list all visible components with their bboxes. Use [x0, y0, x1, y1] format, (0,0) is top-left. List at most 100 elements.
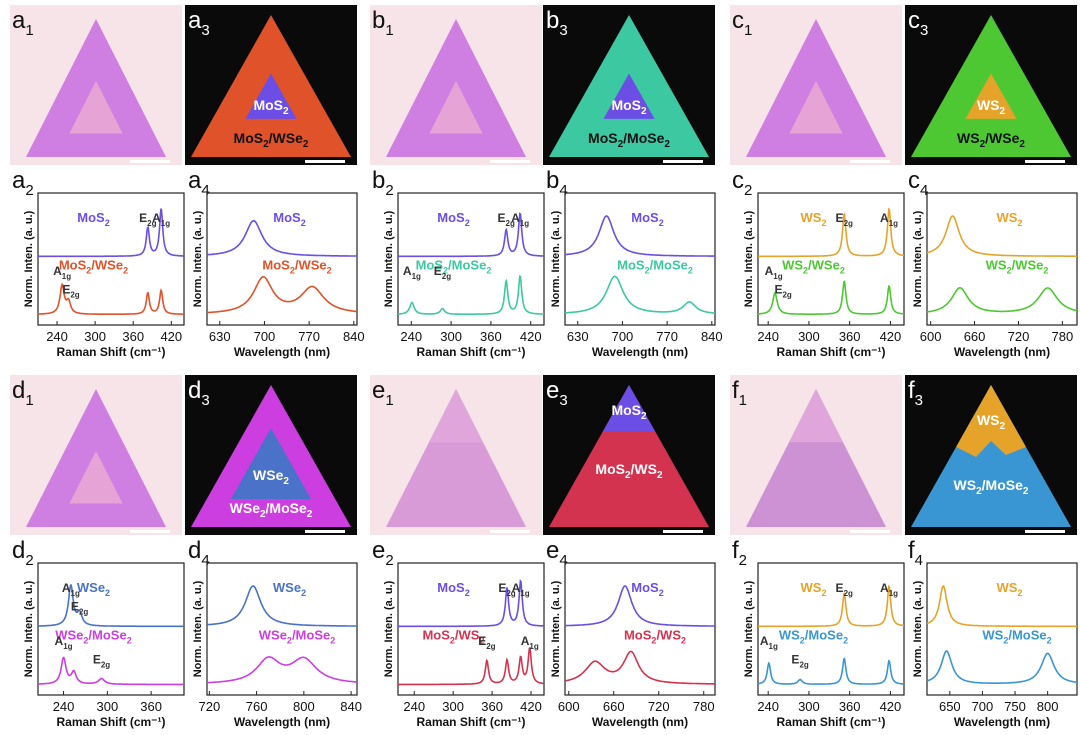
- panel-label-a4: a4: [188, 167, 210, 199]
- x-tick-label: 360: [122, 329, 144, 344]
- map-label-wse2-mose2: WSe2/MoSe2: [230, 500, 313, 520]
- series-line-mos2: [207, 219, 357, 257]
- x-tick-label: 420: [520, 699, 542, 714]
- y-axis-label: Norm. Inten. (a. u.): [550, 210, 562, 307]
- series-line-mos2-mose2: [397, 274, 544, 315]
- peak-annotation: A1g: [55, 634, 73, 651]
- raman-map-a3: MoS2 MoS2/WSe2: [185, 5, 357, 165]
- x-tick-label: 700: [254, 329, 276, 344]
- series-line-mos2: [398, 212, 544, 258]
- x-tick-label: 600: [920, 329, 942, 344]
- scale-bar: [305, 160, 345, 163]
- panel-label-f2: f2: [732, 537, 747, 569]
- y-axis-label: Norm. Inten. (a. u.): [383, 210, 395, 307]
- x-axis-label: Raman Shift (cm⁻¹): [56, 345, 165, 359]
- series-line-wse2: [38, 584, 184, 628]
- peak-annotation: E2g: [498, 581, 515, 598]
- plot-frame: [206, 562, 358, 696]
- flake-outer: [746, 389, 886, 527]
- peak-annotation: E2g: [836, 211, 853, 228]
- map-label-mos2-mose2: MoS2/MoSe2: [588, 130, 670, 150]
- x-axis-label: Raman Shift (cm⁻¹): [776, 345, 885, 359]
- series-line-mos2-wse2: [206, 275, 358, 314]
- series-label-mos2: MoS2: [631, 210, 663, 228]
- x-tick-label: 420: [880, 329, 902, 344]
- raman-map-c3: WS2 WS2/WSe2: [905, 5, 1077, 165]
- plot-frame: [37, 192, 185, 326]
- scale-bar: [305, 530, 345, 533]
- series-line-mos2: [564, 215, 715, 257]
- peak-annotation: A1g: [521, 634, 539, 651]
- flake-inner-region: [429, 81, 483, 134]
- chart-b4: 630 700 770 840 Wavelength (nm) Norm. Inten. …: [550, 192, 723, 359]
- series-label-ws2: WS2: [997, 210, 1023, 228]
- x-tick-label: 780: [693, 699, 715, 714]
- series-line-mos2-ws2: [398, 646, 544, 686]
- x-tick-label: 360: [140, 699, 162, 714]
- peak-annotation: E2g: [139, 211, 156, 228]
- scale-bar: [130, 530, 170, 533]
- x-tick-label: 770: [298, 329, 320, 344]
- series-line-ws2: [758, 584, 905, 628]
- flake-outer: [386, 389, 526, 527]
- y-axis-label: Norm. Inten. (a. u.): [550, 580, 562, 677]
- flake-inner-region: [69, 451, 123, 504]
- x-axis-label: Wavelength (nm): [954, 345, 1050, 359]
- series-line-mos2-wse2: [38, 282, 184, 315]
- series-line-mos2-ws2: [564, 650, 715, 685]
- y-axis-label: Norm. Inten. (a. u.): [743, 210, 755, 307]
- x-tick-label: 360: [839, 329, 861, 344]
- flake-inner-region: [789, 81, 843, 134]
- x-tick-label: 420: [520, 329, 542, 344]
- series-line-mos2: [38, 208, 185, 258]
- series-label-mos2-wse2: MoS2/WSe2: [59, 258, 128, 276]
- x-tick-label: 720: [648, 699, 670, 714]
- x-tick-label: 240: [46, 329, 68, 344]
- map-label-mos2-wse2: MoS2/WSe2: [234, 130, 309, 150]
- series-line-mos2-mose2: [564, 275, 716, 314]
- y-axis-label: Norm. Inten. (a. u.): [743, 580, 755, 677]
- peak-annotation: A1g: [880, 581, 898, 598]
- plot-frame: [926, 562, 1078, 696]
- optical-image-d1: [10, 375, 182, 535]
- peak-annotation: E2g: [791, 652, 808, 669]
- series-label-wse2: WSe2: [77, 580, 110, 598]
- series-label-mos2-ws2: MoS2/WS2: [624, 628, 686, 646]
- chart-d4: 720 760 800 840 Wavelength (nm) Norm. Inten. …: [192, 562, 362, 729]
- y-axis-label: Norm. Inten. (a. u.): [23, 210, 35, 307]
- x-axis-label: Wavelength (nm): [234, 715, 330, 729]
- map-label-ws2: WS2: [977, 412, 1006, 432]
- series-label-mos2-mose2: MoS2/MoSe2: [416, 258, 492, 276]
- panel-label-a3: a3: [188, 7, 210, 39]
- x-tick-label: 300: [798, 699, 820, 714]
- x-tick-label: 840: [701, 329, 723, 344]
- peak-annotation: A1g: [512, 581, 530, 598]
- x-tick-label: 700: [972, 699, 994, 714]
- peak-annotation: A1g: [152, 211, 170, 228]
- x-axis-label: Wavelength (nm): [592, 345, 688, 359]
- peak-annotation: E2g: [774, 282, 791, 299]
- peak-annotation: A1g: [403, 264, 421, 281]
- series-label-mos2: MoS2: [631, 580, 663, 598]
- flake-top-region: [429, 389, 483, 443]
- series-label-mos2-wse2: MoS2/WSe2: [262, 258, 331, 276]
- series-line-wse2: [207, 585, 357, 627]
- panel-label-c4: c4: [908, 167, 928, 199]
- plot-frame: [757, 562, 905, 696]
- series-line-ws2-wse2: [926, 286, 1078, 313]
- map-label-mos2: MoS2: [611, 97, 647, 117]
- plot-frame: [37, 562, 185, 696]
- raman-map-d3: WSe2 WSe2/MoSe2: [185, 375, 357, 535]
- panel-label-c2: c2: [732, 167, 752, 199]
- map-inner-region: [603, 73, 655, 119]
- peak-annotation: E2g: [93, 652, 110, 669]
- map-label-ws2: WS2: [977, 97, 1006, 117]
- y-axis-label: Norm. Inten. (a. u.): [192, 580, 204, 677]
- peak-annotation: E2g: [71, 600, 88, 617]
- panel-label-b4: b4: [546, 167, 568, 199]
- series-label-ws2-wse2: WS2/WSe2: [782, 258, 845, 276]
- series-line-ws2: [926, 215, 1077, 257]
- x-tick-label: 630: [567, 329, 589, 344]
- x-tick-label: 420: [880, 699, 902, 714]
